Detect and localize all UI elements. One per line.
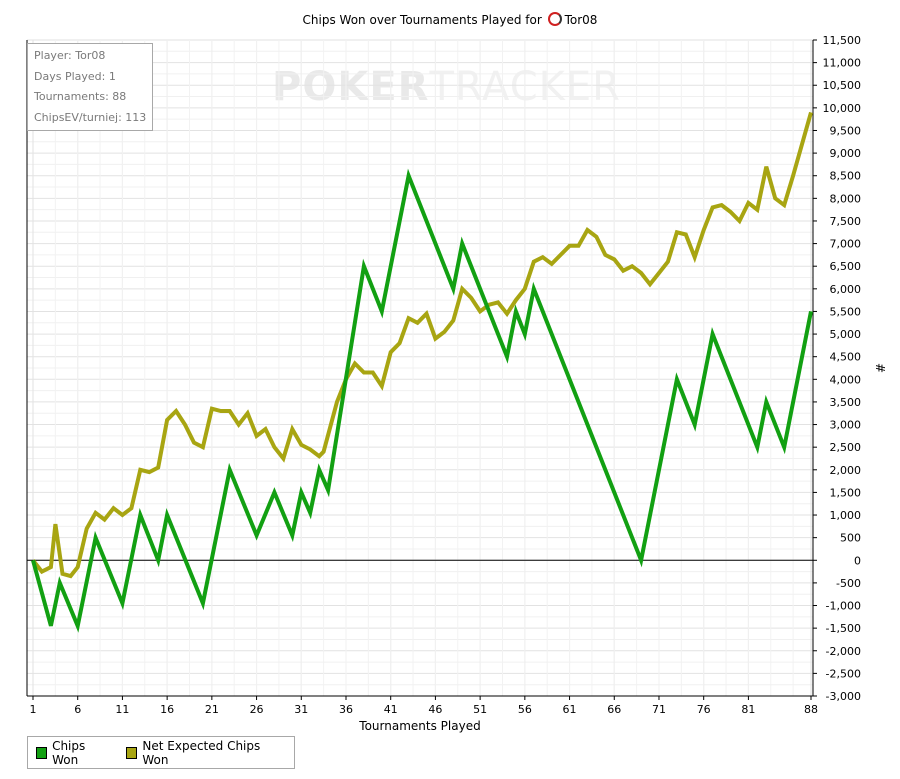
x-tick-label: 88 xyxy=(804,703,818,716)
watermark-poker: POKER xyxy=(272,64,430,110)
x-tick-label: 16 xyxy=(160,703,174,716)
x-tick-label: 76 xyxy=(697,703,711,716)
y-tick-label: 11,000 xyxy=(823,57,862,70)
y-tick-label: 8,500 xyxy=(830,170,862,183)
y-tick-label: 11,500 xyxy=(823,34,862,47)
chart-title: Chips Won over Tournaments Played for To… xyxy=(0,12,900,27)
y-tick-label: -2,500 xyxy=(826,667,861,680)
y-tick-label: 10,500 xyxy=(823,79,862,92)
x-tick-label: 6 xyxy=(74,703,81,716)
y-tick-label: 4,500 xyxy=(830,351,862,364)
info-tournaments: Tournaments: 88 xyxy=(34,90,127,103)
x-tick-label: 71 xyxy=(652,703,666,716)
series-line-net-expected xyxy=(31,111,813,579)
x-tick-label: 36 xyxy=(339,703,353,716)
series-line-chips-won xyxy=(31,168,813,633)
axes xyxy=(26,39,817,700)
x-axis-label: Tournaments Played xyxy=(358,719,480,733)
tick-labels: -3,000 -2,500 -2,000 -1,500 -1,000 -500 0 500 1,… xyxy=(30,34,888,733)
y-tick-label: -500 xyxy=(836,577,861,590)
x-tick-label: 31 xyxy=(294,703,308,716)
grid xyxy=(27,39,813,697)
pokertracker-logo-icon xyxy=(547,12,562,26)
y-tick-label: 9,500 xyxy=(830,124,862,137)
y-tick-label: -1,500 xyxy=(826,622,861,635)
y-tick-label: 1,000 xyxy=(830,509,862,522)
x-tick-label: 46 xyxy=(428,703,442,716)
info-chipsev: ChipsEV/turniej: 113 xyxy=(34,110,147,124)
y-tick-label: 6,500 xyxy=(830,260,862,273)
y-tick-label: 7,000 xyxy=(830,238,862,251)
info-box: Player: Tor08 Days Played: 1 Tournaments… xyxy=(27,43,153,131)
y-tick-label: 5,000 xyxy=(830,328,862,341)
legend-item-chips-won[interactable]: Chips Won xyxy=(36,739,109,767)
x-tick-label: 61 xyxy=(563,703,577,716)
x-tick-label: 11 xyxy=(115,703,129,716)
y-tick-label: 5,500 xyxy=(830,305,862,318)
x-tick-label: 56 xyxy=(518,703,532,716)
legend-label: Net Expected Chips Won xyxy=(142,738,261,767)
x-tick-label: 21 xyxy=(205,703,219,716)
y-tick-label: -2,000 xyxy=(826,645,861,658)
x-tick-label: 51 xyxy=(473,703,487,716)
y-tick-label: 9,000 xyxy=(830,147,862,160)
legend-item-net-expected[interactable]: Net Expected Chips Won xyxy=(126,739,277,767)
y-tick-label: 2,000 xyxy=(830,464,862,477)
y-tick-label: 500 xyxy=(840,532,861,545)
series-lines xyxy=(31,111,813,633)
y-tick-label: 10,000 xyxy=(823,102,862,115)
y-tick-label: -1,000 xyxy=(826,600,861,613)
x-tick-label: 1 xyxy=(30,703,37,716)
legend: Chips Won Net Expected Chips Won xyxy=(27,736,295,769)
y-tick-label: 6,000 xyxy=(830,283,862,296)
x-tick-label: 66 xyxy=(607,703,621,716)
y-axis-label: # xyxy=(873,363,887,373)
info-days: Days Played: 1 xyxy=(34,69,116,83)
x-tick-label: 81 xyxy=(741,703,755,716)
y-tick-label: 8,000 xyxy=(830,192,862,205)
x-tick-label: 41 xyxy=(384,703,398,716)
y-tick-label: 0 xyxy=(854,554,861,567)
y-tick-label: 7,500 xyxy=(830,215,862,228)
legend-label: Chips Won xyxy=(52,738,86,767)
y-tick-label: 2,500 xyxy=(830,441,862,454)
y-tick-label: -3,000 xyxy=(826,690,861,703)
y-tick-label: 3,000 xyxy=(830,419,862,432)
x-tick-label: 26 xyxy=(250,703,264,716)
y-tick-label: 4,000 xyxy=(830,373,862,386)
legend-swatch xyxy=(126,746,138,759)
y-tick-label: 3,500 xyxy=(830,396,862,409)
chart-title-text: Chips Won over Tournaments Played for xyxy=(302,13,542,27)
chart-title-player: Tor08 xyxy=(564,13,598,27)
info-player: Player: Tor08 xyxy=(34,49,106,62)
legend-swatch xyxy=(36,746,48,759)
y-tick-label: 1,500 xyxy=(830,486,862,499)
